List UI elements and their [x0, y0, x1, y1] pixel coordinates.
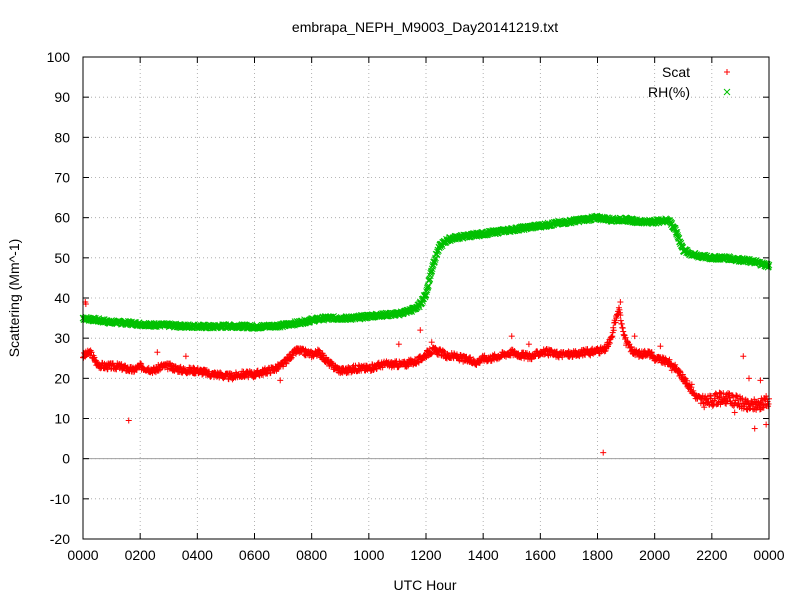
x-tick-label: 2000	[639, 547, 670, 563]
y-tick-label: 80	[54, 129, 70, 145]
x-tick-label: 0800	[296, 547, 327, 563]
scat-point	[739, 395, 746, 402]
scat-outlier	[757, 377, 764, 384]
y-tick-label: 100	[47, 49, 71, 65]
scat-outlier	[154, 349, 161, 356]
legend-label-scat: Scat	[662, 64, 690, 80]
scat-point	[169, 361, 176, 368]
scat-outlier	[745, 375, 752, 382]
y-tick-label: 40	[54, 290, 70, 306]
scat-outlier	[291, 347, 298, 354]
y-axis-ticks: -20 -10 0 10 20 30 40 50 60 70 80 90 100	[47, 49, 769, 547]
x-tick-label: 0000	[753, 547, 784, 563]
scat-outlier	[600, 449, 607, 456]
y-tick-label: 30	[54, 330, 70, 346]
x-tick-label: 1800	[582, 547, 613, 563]
x-tick-label: 1000	[353, 547, 384, 563]
scat-point	[177, 363, 184, 370]
y-axis-title: Scattering (Mm^-1)	[6, 239, 22, 358]
x-tick-label: 0200	[125, 547, 156, 563]
rh-point	[426, 272, 434, 280]
scat-outlier	[648, 349, 655, 356]
y-tick-label: 70	[54, 170, 70, 186]
rh-point	[421, 293, 429, 301]
rh-point	[431, 256, 439, 263]
scat-point	[734, 393, 741, 400]
x-tick-label: 2200	[696, 547, 727, 563]
y-tick-label: 0	[62, 451, 70, 467]
chart-title: embrapa_NEPH_M9003_Day20141219.txt	[292, 19, 558, 35]
scat-outlier	[740, 353, 747, 360]
x-tick-label: 0600	[239, 547, 270, 563]
scat-outlier	[613, 315, 620, 322]
scat-outlier	[763, 421, 770, 428]
legend: Scat RH(%)	[648, 64, 731, 100]
scat-point	[713, 390, 720, 397]
scat-point	[724, 398, 731, 405]
scat-point	[152, 369, 159, 376]
x-tick-label: 1200	[410, 547, 441, 563]
scat-point	[763, 393, 770, 400]
scat-point	[617, 312, 624, 319]
y-tick-label: 20	[54, 370, 70, 386]
scat-outlier	[508, 333, 515, 340]
scat-point	[355, 362, 362, 369]
rh-point	[764, 261, 771, 268]
scat-outlier	[717, 401, 724, 408]
rh-point	[429, 262, 437, 270]
scat-outlier	[657, 343, 664, 350]
scat-point	[707, 393, 714, 400]
scat-point	[757, 406, 764, 413]
scat-outlier	[525, 341, 532, 348]
scat-outlier	[277, 377, 284, 384]
y-tick-label: -20	[50, 531, 70, 547]
scat-outlier	[417, 327, 424, 334]
scat-point	[440, 347, 447, 354]
x-tick-label: 1600	[525, 547, 556, 563]
x-tick-label: 0400	[182, 547, 213, 563]
scat-outlier	[395, 341, 402, 348]
rh-point	[428, 265, 436, 273]
y-tick-label: 50	[54, 250, 70, 266]
y-tick-label: 10	[54, 411, 70, 427]
y-tick-label: 90	[54, 89, 70, 105]
scat-outlier	[82, 301, 89, 308]
scat-point	[283, 360, 290, 367]
scat-point	[138, 360, 145, 367]
scat-outlier	[668, 367, 675, 374]
scat-point	[715, 394, 722, 401]
x-tick-label: 0000	[67, 547, 98, 563]
scat-outlier	[617, 299, 624, 306]
y-tick-label: 60	[54, 210, 70, 226]
grid	[83, 57, 769, 539]
x-axis-title: UTC Hour	[393, 577, 456, 593]
legend-marker-scat	[724, 69, 730, 75]
x-axis-ticks: 0000 0200 0400 0600 0800 1000 1200 1400 1600 1800…	[67, 57, 785, 563]
legend-label-rh: RH(%)	[648, 84, 690, 100]
scat-point	[622, 334, 629, 341]
scat-point	[415, 359, 422, 366]
scat-outlier	[428, 339, 435, 346]
legend-marker-rh	[723, 88, 731, 96]
x-tick-label: 1400	[468, 547, 499, 563]
y-tick-label: -10	[50, 491, 70, 507]
scat-outlier	[731, 409, 738, 416]
data-points	[79, 212, 773, 456]
scat-point	[762, 401, 769, 408]
rh-point	[671, 225, 679, 232]
scat-point	[701, 404, 708, 411]
scat-outlier	[688, 381, 695, 388]
scat-outlier	[125, 417, 132, 424]
scat-outlier	[751, 425, 758, 432]
scat-outlier	[182, 353, 189, 360]
scat-point	[610, 327, 617, 334]
scat-point	[684, 377, 691, 384]
scat-outlier	[631, 333, 638, 340]
scat-point	[88, 349, 95, 356]
